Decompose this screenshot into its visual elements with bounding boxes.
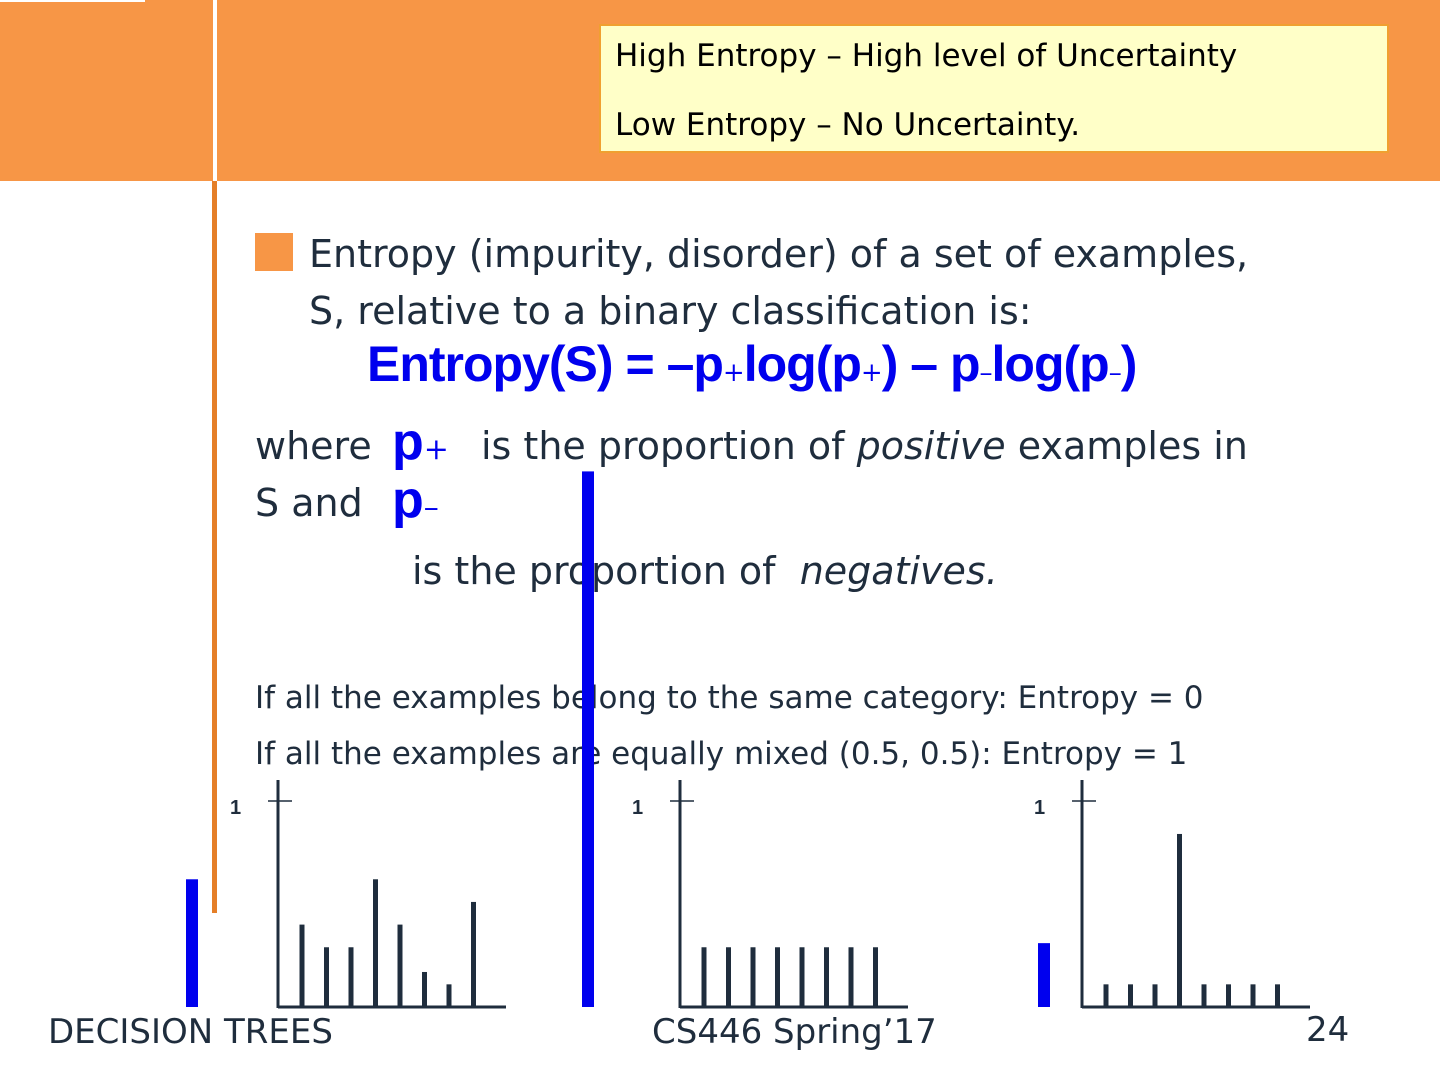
chart-1-bar-2 — [324, 947, 329, 1007]
chart-1-bar-1 — [299, 924, 305, 1007]
chart-2-entropy-marker — [582, 471, 594, 1007]
chart-3-entropy-marker — [1038, 943, 1050, 1007]
chart-2-bar-7 — [848, 947, 854, 1007]
chart-3-y-tick-label: 1 — [1034, 797, 1045, 819]
chart-3-bar-7 — [1250, 984, 1256, 1007]
formula-plus-sub-1: + — [722, 358, 745, 388]
entropy-callout-box: High Entropy – High level of Uncertainty… — [599, 24, 1389, 153]
chart-1-bar-7 — [446, 984, 452, 1007]
chart-2-bar-4 — [775, 947, 780, 1007]
chart-2-bar-6 — [824, 947, 829, 1007]
chart-2-bar-1 — [701, 947, 707, 1007]
chart-3-bar-8 — [1275, 984, 1280, 1007]
chart-3-bar-4 — [1177, 833, 1182, 1007]
callout-line-low: Low Entropy – No Uncertainty. — [615, 107, 1081, 143]
chart-2-bar-3 — [750, 947, 756, 1007]
chart-2-bar-2 — [726, 947, 731, 1007]
negatives-word: negatives. — [799, 549, 998, 593]
footer-course: CS446 Spring’17 — [652, 1012, 937, 1052]
side-rule — [212, 181, 217, 913]
chart-1-entropy-marker — [186, 879, 198, 1007]
p-plus-letter: p — [392, 413, 424, 471]
header-divider — [213, 0, 217, 181]
formula-minus-2: – — [910, 336, 938, 392]
formula-equals: = — [625, 336, 654, 392]
chart-1-bar-3 — [348, 947, 354, 1007]
chart-3-bar-2 — [1128, 984, 1133, 1007]
p-plus-subscript: + — [423, 432, 449, 467]
formula-log-open-2: log(p — [991, 336, 1110, 392]
formula-close-2: ) — [1120, 336, 1138, 392]
fact-same-category: If all the examples belong to the same c… — [255, 680, 1204, 716]
definition-line-2: S, relative to a binary classification i… — [309, 289, 1032, 333]
formula-close-1: ) — [881, 336, 899, 392]
s-and-text: S and — [255, 481, 363, 525]
chart-2-bar-8 — [873, 947, 878, 1007]
proportion-positive-text: is the proportion of positive examples i… — [481, 424, 1248, 468]
p-plus-symbol: p+ — [392, 412, 449, 472]
p-minus-letter: p — [392, 471, 424, 529]
chart-2-bar-5 — [799, 947, 805, 1007]
examples-in: examples in — [1017, 424, 1248, 468]
fact-equally-mixed: If all the examples are equally mixed (0… — [255, 736, 1188, 772]
formula-p-minus: p — [949, 336, 981, 392]
definition-line-1: Entropy (impurity, disorder) of a set of… — [309, 232, 1249, 276]
chart-3-bar-3 — [1152, 984, 1158, 1007]
formula-log-open-1: log(p — [743, 336, 862, 392]
p-minus-symbol: p– — [392, 470, 439, 530]
footer-title: DECISION TREES — [48, 1012, 333, 1052]
chart-1-bar-5 — [397, 924, 403, 1007]
formula-minus-sub-2: – — [1108, 358, 1122, 388]
formula-minus-sub-1: – — [979, 358, 993, 388]
chart-1-bar-4 — [373, 879, 378, 1007]
chart-3-bar-6 — [1226, 984, 1231, 1007]
formula-plus-sub-2: + — [860, 358, 883, 388]
formula-lhs: Entropy(S) — [367, 336, 614, 392]
entropy-formula: Entropy(S) = –p+log(p+) – p–log(p–) — [367, 335, 1138, 393]
formula-minus-1: – — [666, 336, 695, 392]
formula-p-plus: p — [693, 336, 724, 392]
chart-1-bar-8 — [471, 901, 476, 1007]
positive-word: positive — [856, 424, 1006, 468]
p-minus-subscript: – — [423, 490, 439, 525]
chart-3-bar-1 — [1103, 984, 1109, 1007]
where-text: where — [255, 424, 372, 468]
page-number: 24 — [1306, 1010, 1350, 1050]
header-accent — [0, 0, 145, 2]
chart-1-bar-6 — [422, 971, 427, 1007]
callout-line-high: High Entropy – High level of Uncertainty — [615, 38, 1238, 74]
chart-3-bar-5 — [1201, 984, 1207, 1007]
chart-2-y-tick-label: 1 — [632, 797, 643, 819]
chart-1-y-tick-label: 1 — [230, 797, 241, 819]
bullet-square — [255, 233, 293, 271]
where-rest: is the proportion of — [481, 424, 845, 468]
